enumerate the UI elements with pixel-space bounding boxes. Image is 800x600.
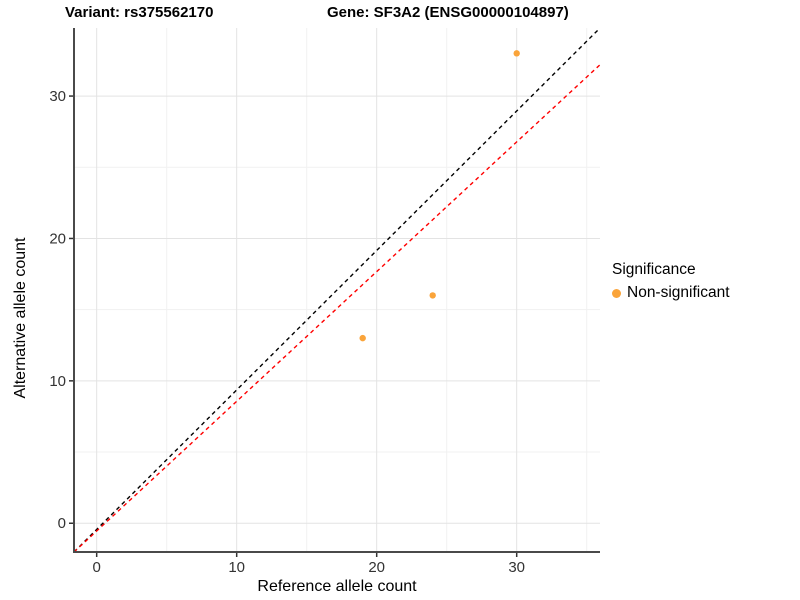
x-tick-label: 30: [508, 559, 525, 576]
x-tick-label: 20: [368, 559, 385, 576]
plot-title-variant: Variant: rs375562170: [65, 4, 214, 21]
y-axis-title: Alternative allele count: [12, 237, 29, 399]
expected-ratio-line: [73, 64, 601, 553]
x-tick-label: 10: [228, 559, 245, 576]
x-axis-title: Reference allele count: [257, 578, 417, 595]
y-tick-label: 30: [49, 88, 66, 105]
legend: Significance Non-significant: [612, 261, 730, 302]
x-tick-label: 0: [93, 559, 101, 576]
data-point: [429, 292, 436, 299]
y-tick-label: 10: [49, 373, 66, 390]
plot-title-gene: Gene: SF3A2 (ENSG00000104897): [327, 4, 569, 21]
y-tick-label: 20: [49, 230, 66, 247]
data-point: [359, 334, 366, 342]
legend-title: Significance: [612, 261, 696, 278]
identity-line: [73, 27, 601, 553]
legend-item-label: Non-significant: [627, 284, 730, 301]
legend-item-non-significant: Non-significant: [612, 284, 730, 302]
y-tick-label: 0: [58, 515, 66, 532]
legend-point-icon: [612, 288, 621, 298]
data-point: [513, 50, 520, 57]
